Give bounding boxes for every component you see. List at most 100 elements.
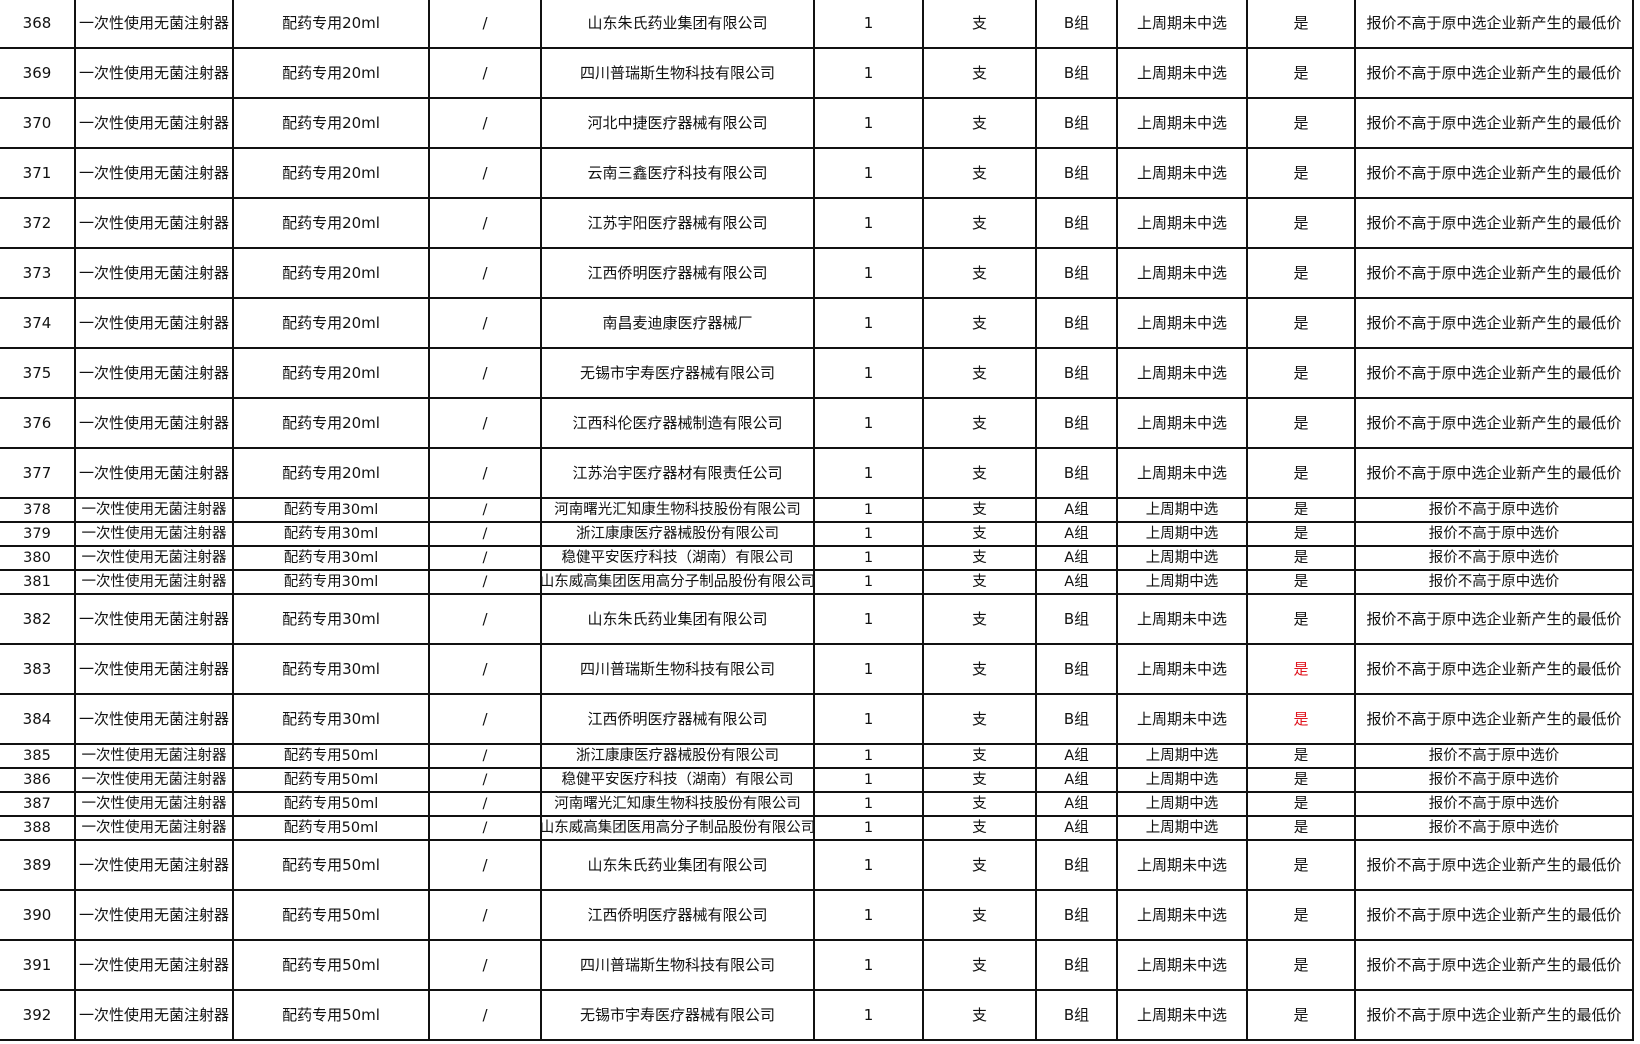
company-cell[interactable]: 江苏治宇医疗器材有限责任公司 bbox=[542, 449, 815, 497]
row-number-cell[interactable]: 370 bbox=[0, 99, 76, 147]
company-cell[interactable]: 山东威高集团医用高分子制品股份有限公司 bbox=[542, 817, 815, 839]
group-cell[interactable]: A组 bbox=[1037, 571, 1118, 593]
flag-cell[interactable]: 是 bbox=[1248, 817, 1356, 839]
status-cell[interactable]: 上周期中选 bbox=[1118, 769, 1248, 791]
product-name-cell[interactable]: 一次性使用无菌注射器 bbox=[76, 249, 234, 297]
company-cell[interactable]: 河北中捷医疗器械有限公司 bbox=[542, 99, 815, 147]
flag-cell[interactable]: 是 bbox=[1248, 449, 1356, 497]
product-name-cell[interactable]: 一次性使用无菌注射器 bbox=[76, 523, 234, 545]
price-rule-cell[interactable]: 报价不高于原中选企业新产生的最低价 bbox=[1356, 449, 1634, 497]
flag-cell[interactable]: 是 bbox=[1248, 595, 1356, 643]
flag-cell[interactable]: 是 bbox=[1248, 199, 1356, 247]
price-rule-cell[interactable]: 报价不高于原中选企业新产生的最低价 bbox=[1356, 891, 1634, 939]
quantity-cell[interactable]: 1 bbox=[815, 349, 924, 397]
spec-cell[interactable]: 配药专用20ml bbox=[234, 49, 430, 97]
unit-cell[interactable]: 支 bbox=[924, 817, 1037, 839]
flag-cell[interactable]: 是 bbox=[1248, 991, 1356, 1039]
unit-cell[interactable]: 支 bbox=[924, 523, 1037, 545]
model-cell[interactable]: / bbox=[430, 449, 542, 497]
price-rule-cell[interactable]: 报价不高于原中选价 bbox=[1356, 547, 1634, 569]
group-cell[interactable]: B组 bbox=[1037, 0, 1118, 47]
company-cell[interactable]: 山东朱氏药业集团有限公司 bbox=[542, 0, 815, 47]
model-cell[interactable]: / bbox=[430, 349, 542, 397]
product-name-cell[interactable]: 一次性使用无菌注射器 bbox=[76, 547, 234, 569]
spec-cell[interactable]: 配药专用20ml bbox=[234, 199, 430, 247]
flag-cell[interactable]: 是 bbox=[1248, 299, 1356, 347]
row-number-cell[interactable]: 378 bbox=[0, 499, 76, 521]
status-cell[interactable]: 上周期未中选 bbox=[1118, 149, 1248, 197]
quantity-cell[interactable]: 1 bbox=[815, 769, 924, 791]
product-name-cell[interactable]: 一次性使用无菌注射器 bbox=[76, 349, 234, 397]
model-cell[interactable]: / bbox=[430, 547, 542, 569]
spec-cell[interactable]: 配药专用50ml bbox=[234, 793, 430, 815]
company-cell[interactable]: 江西侨明医疗器械有限公司 bbox=[542, 891, 815, 939]
row-number-cell[interactable]: 374 bbox=[0, 299, 76, 347]
product-name-cell[interactable]: 一次性使用无菌注射器 bbox=[76, 149, 234, 197]
model-cell[interactable]: / bbox=[430, 523, 542, 545]
flag-cell[interactable]: 是 bbox=[1248, 793, 1356, 815]
spec-cell[interactable]: 配药专用30ml bbox=[234, 571, 430, 593]
unit-cell[interactable]: 支 bbox=[924, 941, 1037, 989]
flag-cell[interactable]: 是 bbox=[1248, 249, 1356, 297]
company-cell[interactable]: 南昌麦迪康医疗器械厂 bbox=[542, 299, 815, 347]
group-cell[interactable]: B组 bbox=[1037, 199, 1118, 247]
unit-cell[interactable]: 支 bbox=[924, 793, 1037, 815]
company-cell[interactable]: 四川普瑞斯生物科技有限公司 bbox=[542, 941, 815, 989]
flag-cell[interactable]: 是 bbox=[1248, 523, 1356, 545]
status-cell[interactable]: 上周期未中选 bbox=[1118, 49, 1248, 97]
product-name-cell[interactable]: 一次性使用无菌注射器 bbox=[76, 891, 234, 939]
spec-cell[interactable]: 配药专用20ml bbox=[234, 399, 430, 447]
product-name-cell[interactable]: 一次性使用无菌注射器 bbox=[76, 645, 234, 693]
status-cell[interactable]: 上周期中选 bbox=[1118, 817, 1248, 839]
group-cell[interactable]: B组 bbox=[1037, 891, 1118, 939]
company-cell[interactable]: 浙江康康医疗器械股份有限公司 bbox=[542, 523, 815, 545]
row-number-cell[interactable]: 379 bbox=[0, 523, 76, 545]
status-cell[interactable]: 上周期未中选 bbox=[1118, 199, 1248, 247]
price-rule-cell[interactable]: 报价不高于原中选价 bbox=[1356, 571, 1634, 593]
product-name-cell[interactable]: 一次性使用无菌注射器 bbox=[76, 49, 234, 97]
company-cell[interactable]: 四川普瑞斯生物科技有限公司 bbox=[542, 49, 815, 97]
quantity-cell[interactable]: 1 bbox=[815, 449, 924, 497]
quantity-cell[interactable]: 1 bbox=[815, 941, 924, 989]
company-cell[interactable]: 无锡市宇寿医疗器械有限公司 bbox=[542, 991, 815, 1039]
spec-cell[interactable]: 配药专用50ml bbox=[234, 745, 430, 767]
spec-cell[interactable]: 配药专用50ml bbox=[234, 769, 430, 791]
group-cell[interactable]: B组 bbox=[1037, 249, 1118, 297]
model-cell[interactable]: / bbox=[430, 841, 542, 889]
unit-cell[interactable]: 支 bbox=[924, 399, 1037, 447]
group-cell[interactable]: A组 bbox=[1037, 547, 1118, 569]
row-number-cell[interactable]: 385 bbox=[0, 745, 76, 767]
flag-cell[interactable]: 是 bbox=[1248, 547, 1356, 569]
unit-cell[interactable]: 支 bbox=[924, 547, 1037, 569]
group-cell[interactable]: B组 bbox=[1037, 99, 1118, 147]
price-rule-cell[interactable]: 报价不高于原中选企业新产生的最低价 bbox=[1356, 299, 1634, 347]
price-rule-cell[interactable]: 报价不高于原中选企业新产生的最低价 bbox=[1356, 199, 1634, 247]
unit-cell[interactable]: 支 bbox=[924, 595, 1037, 643]
unit-cell[interactable]: 支 bbox=[924, 0, 1037, 47]
price-rule-cell[interactable]: 报价不高于原中选企业新产生的最低价 bbox=[1356, 49, 1634, 97]
unit-cell[interactable]: 支 bbox=[924, 571, 1037, 593]
quantity-cell[interactable]: 1 bbox=[815, 595, 924, 643]
row-number-cell[interactable]: 389 bbox=[0, 841, 76, 889]
company-cell[interactable]: 稳健平安医疗科技（湖南）有限公司 bbox=[542, 547, 815, 569]
group-cell[interactable]: B组 bbox=[1037, 49, 1118, 97]
group-cell[interactable]: B组 bbox=[1037, 695, 1118, 743]
price-rule-cell[interactable]: 报价不高于原中选企业新产生的最低价 bbox=[1356, 149, 1634, 197]
price-rule-cell[interactable]: 报价不高于原中选价 bbox=[1356, 817, 1634, 839]
company-cell[interactable]: 河南曙光汇知康生物科技股份有限公司 bbox=[542, 499, 815, 521]
price-rule-cell[interactable]: 报价不高于原中选价 bbox=[1356, 745, 1634, 767]
spec-cell[interactable]: 配药专用50ml bbox=[234, 941, 430, 989]
spec-cell[interactable]: 配药专用20ml bbox=[234, 99, 430, 147]
model-cell[interactable]: / bbox=[430, 891, 542, 939]
price-rule-cell[interactable]: 报价不高于原中选企业新产生的最低价 bbox=[1356, 841, 1634, 889]
spec-cell[interactable]: 配药专用30ml bbox=[234, 695, 430, 743]
group-cell[interactable]: A组 bbox=[1037, 793, 1118, 815]
status-cell[interactable]: 上周期未中选 bbox=[1118, 99, 1248, 147]
product-name-cell[interactable]: 一次性使用无菌注射器 bbox=[76, 695, 234, 743]
product-name-cell[interactable]: 一次性使用无菌注射器 bbox=[76, 793, 234, 815]
company-cell[interactable]: 无锡市宇寿医疗器械有限公司 bbox=[542, 349, 815, 397]
company-cell[interactable]: 山东朱氏药业集团有限公司 bbox=[542, 841, 815, 889]
row-number-cell[interactable]: 369 bbox=[0, 49, 76, 97]
price-rule-cell[interactable]: 报价不高于原中选企业新产生的最低价 bbox=[1356, 0, 1634, 47]
spec-cell[interactable]: 配药专用20ml bbox=[234, 0, 430, 47]
